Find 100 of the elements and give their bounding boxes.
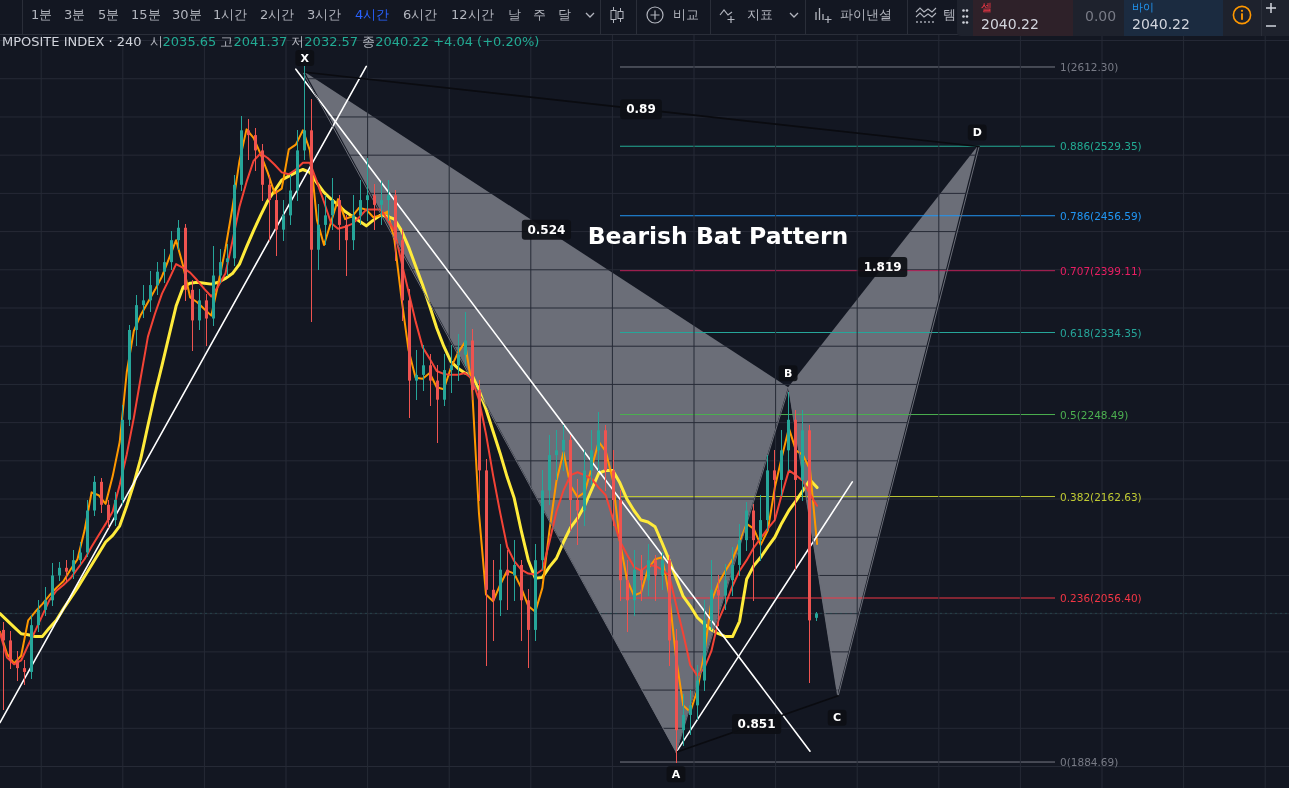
ref-line-label: 0.786(2456.59) bbox=[1060, 209, 1142, 222]
candlestick bbox=[268, 174, 271, 242]
ref-line-label: 0.618(2334.35) bbox=[1060, 326, 1142, 339]
data-label: D bbox=[972, 126, 982, 140]
candlestick bbox=[163, 248, 166, 284]
text: 셀 bbox=[981, 1, 992, 15]
text: 비교 bbox=[673, 7, 699, 23]
candlestick bbox=[156, 261, 159, 296]
candlestick bbox=[597, 411, 600, 472]
text: 3분 bbox=[64, 7, 86, 23]
candlestick bbox=[513, 539, 516, 602]
text: 바이 bbox=[1132, 1, 1154, 15]
candlestick bbox=[731, 546, 734, 597]
text: 달 bbox=[558, 7, 571, 23]
text: 12시간 bbox=[451, 7, 494, 23]
text: 1시간 bbox=[213, 7, 248, 23]
candlestick bbox=[555, 429, 558, 481]
candlestick bbox=[492, 559, 495, 642]
candlestick bbox=[576, 478, 579, 546]
candlestick bbox=[198, 288, 201, 331]
annotation: 0.851 bbox=[737, 717, 776, 731]
ref-line-label: 0(1884.69) bbox=[1060, 756, 1119, 769]
annotation: 1.819 bbox=[863, 259, 902, 274]
candlestick bbox=[177, 219, 180, 251]
candlestick bbox=[345, 214, 348, 277]
annotation: 0.89 bbox=[626, 102, 656, 117]
data-label: A bbox=[671, 767, 681, 781]
candlestick bbox=[647, 543, 650, 597]
candlestick bbox=[590, 429, 593, 486]
text: 날 bbox=[508, 7, 521, 23]
candlestick bbox=[72, 549, 75, 580]
candlestick bbox=[324, 194, 327, 246]
candlestick bbox=[450, 344, 453, 394]
candlestick bbox=[114, 491, 117, 527]
ref-line-label: 0.236(2056.40) bbox=[1060, 592, 1142, 605]
text: 6시간 bbox=[403, 7, 438, 23]
text: 1분 bbox=[31, 7, 53, 23]
candlestick bbox=[759, 494, 762, 562]
candlestick bbox=[303, 65, 306, 161]
text: 2040.22 bbox=[981, 16, 1039, 33]
ref-line-label: 0.707(2399.11) bbox=[1060, 264, 1142, 277]
candlestick bbox=[149, 270, 152, 313]
candlestick bbox=[58, 561, 61, 582]
candlestick bbox=[562, 424, 565, 472]
annotation: 0.524 bbox=[527, 222, 566, 237]
candlestick bbox=[16, 650, 19, 682]
text: 5분 bbox=[98, 7, 120, 23]
ref-line-label: 0.382(2162.63) bbox=[1060, 490, 1142, 503]
candlestick bbox=[429, 353, 432, 407]
candlestick bbox=[366, 157, 369, 222]
candlestick bbox=[640, 554, 643, 602]
text: 3시간 bbox=[307, 7, 342, 23]
candlestick bbox=[37, 599, 40, 633]
candlestick bbox=[254, 127, 257, 172]
text: 30분 bbox=[172, 7, 202, 23]
candlestick bbox=[689, 689, 692, 736]
candlestick bbox=[282, 199, 285, 242]
text: 2시간 bbox=[260, 7, 295, 23]
candlestick bbox=[65, 559, 68, 584]
candlestick bbox=[457, 333, 460, 382]
candlestick bbox=[422, 344, 425, 392]
candlestick bbox=[226, 243, 229, 277]
candlestick bbox=[464, 311, 467, 367]
candlestick bbox=[661, 551, 664, 591]
text: 2040.22 bbox=[1132, 16, 1190, 33]
candlestick bbox=[219, 248, 222, 284]
candlestick bbox=[626, 559, 629, 633]
candlestick bbox=[9, 630, 12, 670]
candlestick bbox=[373, 183, 376, 231]
candlestick bbox=[724, 563, 727, 611]
candlestick bbox=[44, 586, 47, 617]
candlestick bbox=[717, 574, 720, 627]
data-label: X bbox=[300, 51, 310, 65]
chart-subtitle: 시2035.65 고2041.37 저2032.57 종2040.22 +4.04 (+0.20%) bbox=[149, 34, 540, 49]
annotation: Bearish Bat Pattern bbox=[587, 222, 849, 250]
data-label: B bbox=[783, 366, 793, 380]
candlestick bbox=[415, 349, 418, 401]
data-label: C bbox=[833, 711, 842, 725]
candlestick bbox=[387, 179, 390, 222]
candlestick bbox=[79, 541, 82, 566]
candlestick bbox=[2, 621, 5, 711]
chart-title: MPOSITE INDEX · 240 bbox=[2, 34, 142, 49]
candlestick bbox=[247, 118, 250, 161]
candlestick bbox=[654, 554, 657, 602]
text: 템 bbox=[943, 7, 956, 23]
text: 15분 bbox=[131, 7, 161, 23]
candlestick bbox=[773, 449, 776, 522]
candlestick bbox=[100, 477, 103, 514]
candlestick bbox=[107, 499, 110, 529]
candlestick bbox=[380, 180, 383, 226]
candlestick bbox=[170, 230, 173, 271]
text: 0.00 bbox=[1085, 8, 1117, 25]
candlestick bbox=[682, 693, 685, 747]
candlestick bbox=[142, 284, 145, 319]
text: 주 bbox=[533, 7, 546, 23]
ref-line-label: 0.886(2529.35) bbox=[1060, 140, 1142, 153]
text: 지표 bbox=[747, 7, 773, 23]
candlestick bbox=[23, 659, 26, 686]
candlestick bbox=[331, 177, 334, 231]
candlestick bbox=[359, 179, 362, 226]
